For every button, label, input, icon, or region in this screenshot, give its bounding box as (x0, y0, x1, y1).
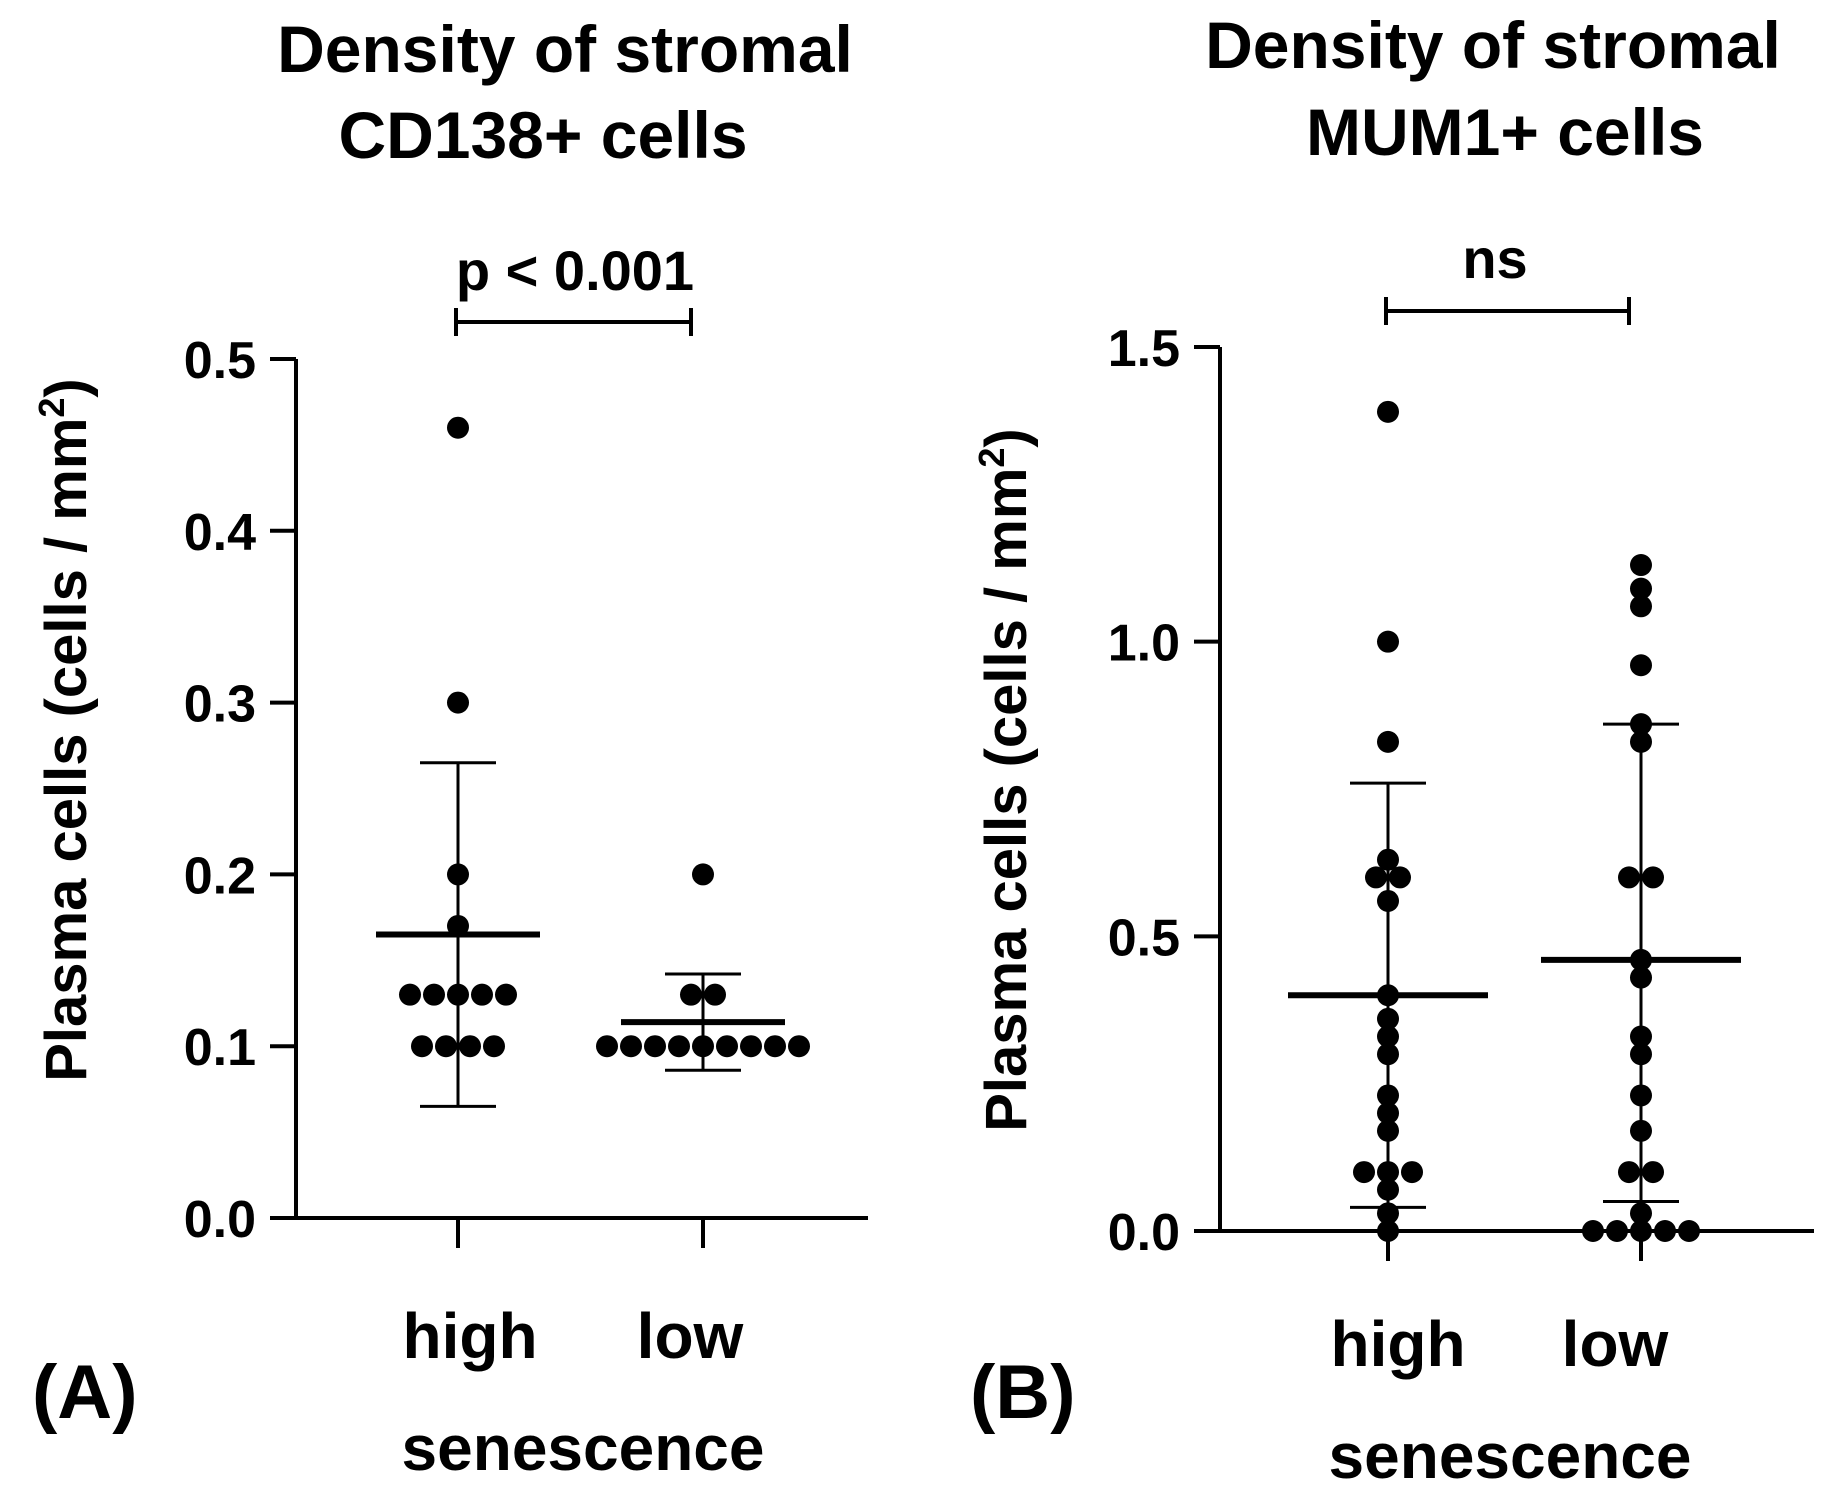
panel-b-y-axis-label: Plasma cells (cells / mm2) (971, 428, 1039, 1132)
panel-b-low-data-point (1630, 577, 1652, 600)
panel-a-category-low: low (637, 1300, 744, 1372)
panel-a-low-data-point (668, 1035, 690, 1058)
panel-b-low-data-point (1654, 1220, 1676, 1242)
panel-a-title-line1: Density of stromal (277, 12, 853, 86)
panel-b-y-tick-label: 1.5 (1108, 320, 1180, 378)
panel-a-low-data-point (704, 983, 726, 1006)
panel-a-low-data-point (644, 1035, 666, 1058)
panel-a-high-data-point (411, 1035, 433, 1058)
panel-b-category-high: high (1330, 1308, 1465, 1380)
panel-a-high-data-point (447, 416, 469, 439)
panel-b-x-axis-label: senescence (1329, 1420, 1692, 1492)
panel-a-y-axis-label-close: ) (34, 378, 99, 397)
panel-a-significance-label: p < 0.001 (456, 239, 694, 302)
panel-a-low-data-point (596, 1035, 618, 1058)
panel-b-y-axis-label-close: ) (974, 428, 1039, 447)
plot-marks: 0.0 0.1 0.2 0.3 0.4 0.5 0.0 0.5 1.0 1.5 (184, 297, 1814, 1262)
panel-b-high-data-point (1401, 1161, 1423, 1184)
panel-a-high-data-point (435, 1035, 457, 1058)
panel-b-low-data-point (1630, 654, 1652, 677)
panel-a-letter: (A) (32, 1350, 138, 1435)
panel-b-y-axis-label-superscript: 2 (971, 448, 1012, 468)
panel-b-low-data-point (1606, 1220, 1628, 1242)
panel-b-high-data-point (1365, 866, 1387, 889)
panel-a-y-axis-label-superscript: 2 (31, 398, 72, 418)
panel-a-y-tick-label: 0.0 (184, 1191, 256, 1249)
panel-b-low-data-point (1642, 866, 1664, 889)
panel-a-plot: 0.0 0.1 0.2 0.3 0.4 0.5 (184, 308, 868, 1249)
panel-b-series-high (1288, 400, 1488, 1242)
panel-b-low-data-point (1642, 1161, 1664, 1184)
panel-b-low-data-point (1582, 1220, 1604, 1242)
panel-b-high-data-point (1377, 730, 1399, 753)
panel-a-y-axis-label-main: Plasma cells (cells / mm (34, 418, 99, 1082)
panel-b-low-data-point (1630, 1220, 1652, 1242)
panel-a-high-data-point (459, 1035, 481, 1058)
panel-b-y-tick-label: 0.0 (1108, 1204, 1180, 1262)
panel-b-letter: (B) (970, 1350, 1076, 1435)
panel-a-category-high: high (402, 1300, 537, 1372)
panel-b-series-low (1541, 554, 1741, 1242)
panel-a-y-tick-label: 0.3 (184, 676, 256, 734)
panel-a-series-high (376, 416, 540, 1108)
panel-a-y-tick-label: 0.4 (184, 504, 256, 562)
panel-a-high-data-point (399, 983, 421, 1006)
panel-a-low-data-point (740, 1035, 762, 1058)
panel-a-high-data-point (447, 691, 469, 714)
panel-a-low-data-point (716, 1035, 738, 1058)
panel-b-high-data-point (1353, 1161, 1375, 1184)
panel-b: Density of stromal MUM1+ cells Plasma ce… (970, 8, 1781, 1492)
panel-b-y-axis-label-main: Plasma cells (cells / mm (974, 468, 1039, 1132)
panel-a-y-tick-label: 0.2 (184, 847, 256, 905)
panel-a-x-axis-label: senescence (402, 1412, 765, 1484)
panel-a-high-data-point (495, 983, 517, 1006)
panel-b-y-tick-label: 0.5 (1108, 909, 1180, 967)
panel-a-high-data-point (483, 1035, 505, 1058)
panel-b-title-line2: MUM1+ cells (1306, 95, 1704, 169)
panel-b-low-data-point (1630, 554, 1652, 577)
panel-a-y-axis-label: Plasma cells (cells / mm2) (31, 378, 99, 1082)
panel-b-high-data-point (1377, 400, 1399, 423)
panel-b-low-data-point (1618, 866, 1640, 889)
panel-a-high-data-point (423, 983, 445, 1006)
panel-a-low-data-point (620, 1035, 642, 1058)
panel-b-high-data-point (1377, 1220, 1399, 1242)
panel-b-low-data-point (1618, 1161, 1640, 1184)
panel-a-y-tick-label: 0.1 (184, 1019, 256, 1077)
panel-b-title-line1: Density of stromal (1205, 8, 1781, 82)
panel-a-series-low (596, 863, 810, 1072)
panel-a-low-data-point (788, 1035, 810, 1058)
panel-a-low-data-point (692, 863, 714, 886)
panel-a-y-tick-label: 0.5 (184, 332, 256, 390)
panel-a-low-data-point (764, 1035, 786, 1058)
panel-a-title-line2: CD138+ cells (338, 98, 747, 172)
panel-b-low-data-point (1630, 595, 1652, 618)
panel-b-high-data-point (1377, 630, 1399, 653)
panel-b-y-tick-label: 1.0 (1108, 615, 1180, 673)
panel-a: Density of stromal CD138+ cells Plasma c… (31, 12, 853, 1484)
panel-b-low-data-point (1630, 1202, 1652, 1225)
panel-a-high-data-point (471, 983, 493, 1006)
panel-b-significance-label: ns (1462, 227, 1527, 290)
panel-b-high-data-point (1389, 866, 1411, 889)
panel-b-category-low: low (1562, 1308, 1669, 1380)
panel-b-plot: 0.0 0.5 1.0 1.5 (1108, 297, 1814, 1262)
panel-b-low-data-point (1678, 1220, 1700, 1242)
panel-a-low-data-point (680, 983, 702, 1006)
